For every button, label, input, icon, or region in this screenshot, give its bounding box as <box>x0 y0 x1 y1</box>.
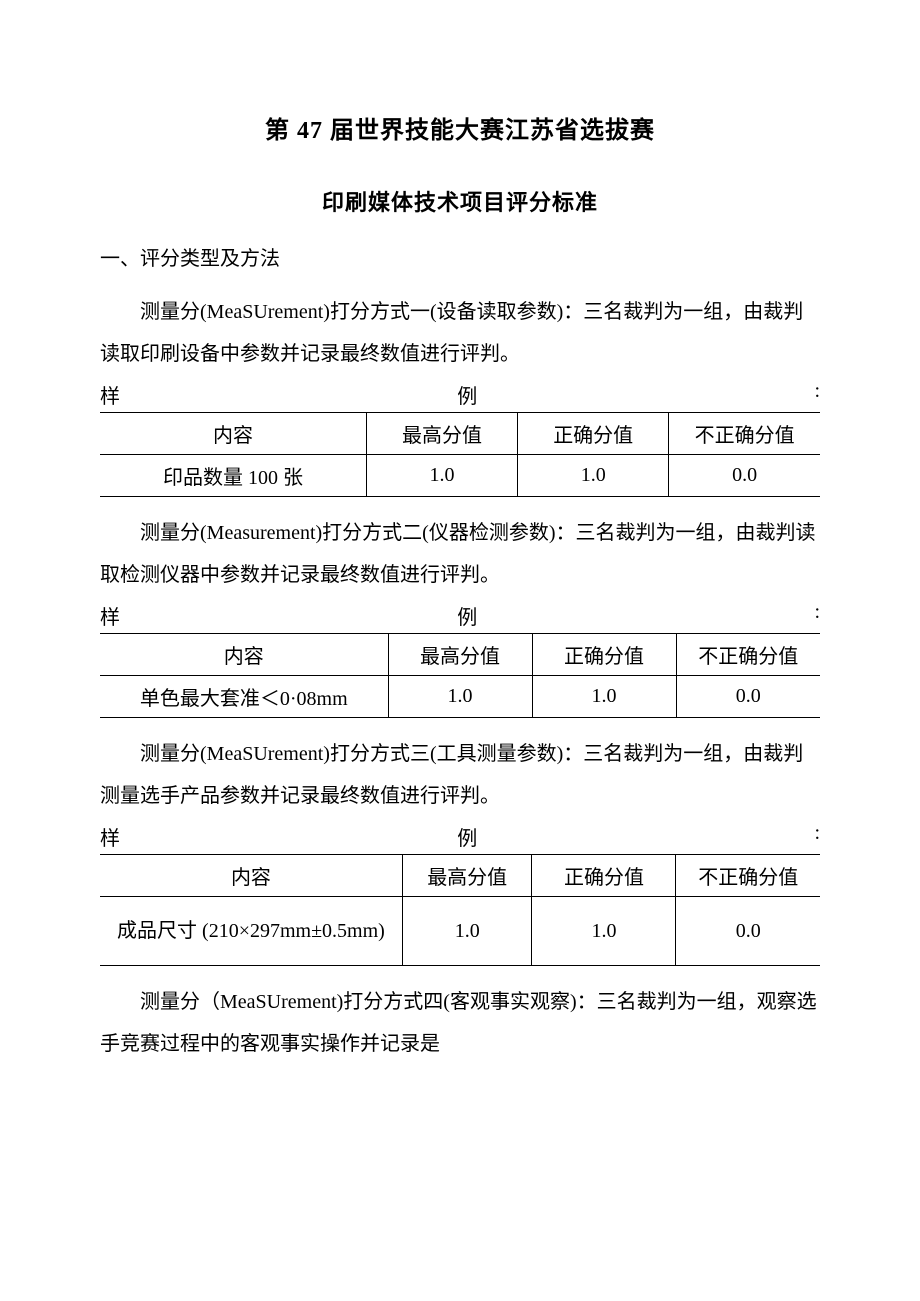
table-row: 印品数量 100 张 1.0 1.0 0.0 <box>100 455 820 497</box>
table-row: 内容 最高分值 正确分值 不正确分值 <box>100 634 820 676</box>
sample-left: 样 <box>100 601 120 630</box>
sample-left: 样 <box>100 822 120 851</box>
sample-mid: 例 <box>120 822 814 851</box>
main-title: 第 47 届世界技能大赛江苏省选拔赛 <box>100 110 820 145</box>
th-incorrect: 不正确分值 <box>676 634 820 676</box>
table-3: 内容 最高分值 正确分值 不正确分值 成品尺寸 (210×297mm±0.5mm… <box>100 855 820 966</box>
sample-right: : <box>814 601 820 630</box>
td-max: 1.0 <box>388 676 532 718</box>
sample-label-3: 样 例 : <box>100 822 820 855</box>
th-correct: 正确分值 <box>532 634 676 676</box>
table-row: 单色最大套准＜0·08mm 1.0 1.0 0.0 <box>100 676 820 718</box>
th-incorrect: 不正确分值 <box>676 855 820 897</box>
td-content: 单色最大套准＜0·08mm <box>100 676 388 718</box>
sample-label-2: 样 例 : <box>100 601 820 634</box>
td-max: 1.0 <box>402 897 532 966</box>
section-heading: 一、评分类型及方法 <box>100 242 820 271</box>
paragraph-4: 测量分（MeaSUrement)打分方式四(客观事实观察)：三名裁判为一组，观察… <box>100 981 820 1065</box>
th-incorrect: 不正确分值 <box>669 413 820 455</box>
sample-label-1: 样 例 : <box>100 380 820 413</box>
th-content: 内容 <box>100 855 402 897</box>
td-correct: 1.0 <box>532 897 676 966</box>
td-max: 1.0 <box>366 455 517 497</box>
th-correct: 正确分值 <box>518 413 669 455</box>
sample-mid: 例 <box>120 380 814 409</box>
th-max: 最高分值 <box>402 855 532 897</box>
td-correct: 1.0 <box>518 455 669 497</box>
sub-title: 印刷媒体技术项目评分标准 <box>100 185 820 217</box>
th-correct: 正确分值 <box>532 855 676 897</box>
table-row: 成品尺寸 (210×297mm±0.5mm) 1.0 1.0 0.0 <box>100 897 820 966</box>
table-2: 内容 最高分值 正确分值 不正确分值 单色最大套准＜0·08mm 1.0 1.0… <box>100 634 820 718</box>
th-content: 内容 <box>100 634 388 676</box>
table-row: 内容 最高分值 正确分值 不正确分值 <box>100 413 820 455</box>
paragraph-3: 测量分(MeaSUrement)打分方式三(工具测量参数)：三名裁判为一组，由裁… <box>100 733 820 817</box>
table-row: 内容 最高分值 正确分值 不正确分值 <box>100 855 820 897</box>
sample-right: : <box>814 822 820 851</box>
sample-right: : <box>814 380 820 409</box>
td-content: 成品尺寸 (210×297mm±0.5mm) <box>100 897 402 966</box>
td-incorrect: 0.0 <box>676 897 820 966</box>
th-content: 内容 <box>100 413 366 455</box>
table-1: 内容 最高分值 正确分值 不正确分值 印品数量 100 张 1.0 1.0 0.… <box>100 413 820 497</box>
paragraph-1: 测量分(MeaSUrement)打分方式一(设备读取参数)：三名裁判为一组，由裁… <box>100 291 820 375</box>
td-incorrect: 0.0 <box>676 676 820 718</box>
td-incorrect: 0.0 <box>669 455 820 497</box>
sample-left: 样 <box>100 380 120 409</box>
th-max: 最高分值 <box>366 413 517 455</box>
paragraph-2: 测量分(Measurement)打分方式二(仪器检测参数)：三名裁判为一组，由裁… <box>100 512 820 596</box>
sample-mid: 例 <box>120 601 814 630</box>
th-max: 最高分值 <box>388 634 532 676</box>
td-correct: 1.0 <box>532 676 676 718</box>
td-content: 印品数量 100 张 <box>100 455 366 497</box>
